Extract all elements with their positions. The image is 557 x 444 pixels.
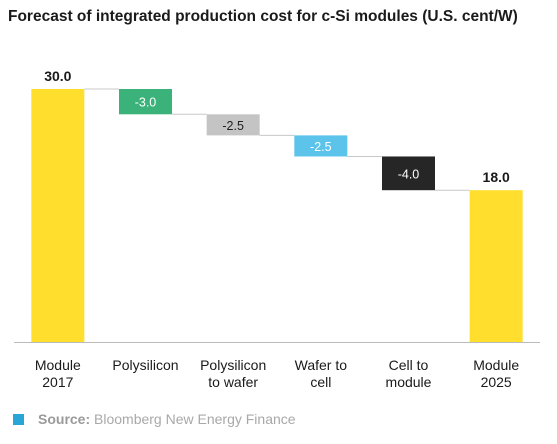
bar-5 xyxy=(469,190,523,342)
category-label-1: Polysilicon xyxy=(112,357,178,373)
chart-title: Forecast of integrated production cost f… xyxy=(8,8,518,25)
bar-0 xyxy=(31,89,85,342)
bar-4 xyxy=(382,156,435,191)
data-label-0: 30.0 xyxy=(44,68,71,84)
source-text: Bloomberg New Energy Finance xyxy=(94,411,296,427)
category-label-0: Module 2017 xyxy=(35,357,81,390)
bar-1 xyxy=(119,89,172,115)
data-label-5: 18.0 xyxy=(483,169,510,185)
bar-3 xyxy=(294,135,348,157)
category-label-2: Polysilicon to wafer xyxy=(200,357,266,390)
category-label-5: Module 2025 xyxy=(473,357,519,390)
bar-2 xyxy=(206,114,260,136)
data-label-3: -2.5 xyxy=(310,140,332,154)
source-note: Source: Bloomberg New Energy Finance xyxy=(13,411,296,427)
data-label-1: -3.0 xyxy=(135,96,157,110)
data-label-4: -4.0 xyxy=(398,167,420,181)
category-label-3: Wafer to cell xyxy=(295,357,348,390)
source-label: Source: xyxy=(38,411,91,427)
category-label-4: Cell to module xyxy=(386,357,432,390)
source-marker-icon xyxy=(13,413,24,425)
data-label-2: -2.5 xyxy=(222,119,244,133)
